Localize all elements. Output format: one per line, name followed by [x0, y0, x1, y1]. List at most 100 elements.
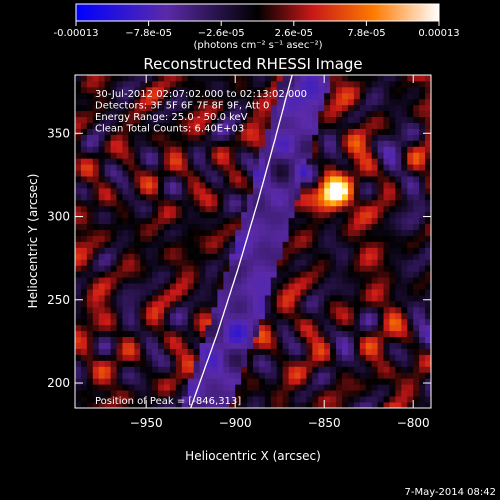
heatmap-cell: [365, 128, 373, 135]
peak-position-label: Position of Peak = [-846,313]: [95, 396, 241, 407]
heatmap-cell: [407, 348, 414, 355]
heatmap-cell: [158, 229, 165, 236]
heatmap-cell: [169, 372, 177, 379]
heatmap-cell: [152, 205, 159, 213]
heatmap-cell: [276, 193, 284, 201]
heatmap-cell: [235, 259, 242, 266]
heatmap-cell: [359, 277, 367, 284]
heatmap-cell: [86, 158, 94, 165]
heatmap-cell: [80, 247, 88, 254]
heatmap-cell: [342, 128, 349, 135]
heatmap-cell: [377, 98, 384, 106]
heatmap-cell: [104, 384, 111, 391]
heatmap-cell: [217, 283, 224, 290]
heatmap-cell: [353, 128, 361, 135]
heatmap-cell: [342, 348, 349, 355]
heatmap-cell: [318, 86, 325, 94]
heatmap-cell: [134, 336, 141, 343]
heatmap-cell: [371, 402, 378, 408]
heatmap-cell: [235, 176, 242, 183]
heatmap-cell: [152, 146, 159, 153]
heatmap-cell: [324, 330, 331, 338]
heatmap-cell: [140, 164, 147, 171]
heatmap-cell: [75, 396, 82, 403]
heatmap-cell: [146, 247, 153, 254]
heatmap-cell: [330, 402, 337, 408]
heatmap-cell: [134, 342, 141, 349]
heatmap-cell: [169, 295, 177, 302]
heatmap-cell: [359, 360, 367, 367]
heatmap-cell: [425, 110, 431, 118]
heatmap-cell: [211, 116, 218, 123]
heatmap-cell: [377, 330, 384, 338]
heatmap-cell: [146, 110, 153, 118]
heatmap-cell: [253, 211, 260, 219]
heatmap-cell: [217, 312, 224, 320]
heatmap-cell: [86, 247, 94, 254]
heatmap-cell: [270, 116, 278, 123]
heatmap-cell: [193, 300, 200, 308]
heatmap-cell: [347, 372, 355, 379]
heatmap-cell: [187, 75, 195, 82]
heatmap-cell: [294, 122, 301, 129]
heatmap-cell: [389, 306, 396, 314]
heatmap-cell: [383, 80, 390, 88]
heatmap-cell: [241, 342, 248, 349]
heatmap-cell: [371, 241, 378, 248]
heatmap-cell: [330, 217, 337, 225]
heatmap-cell: [247, 324, 254, 332]
heatmap-cell: [270, 306, 278, 314]
heatmap-cell: [270, 229, 278, 236]
heatmap-cell: [365, 152, 373, 159]
heatmap-cell: [146, 360, 153, 367]
heatmap-cell: [407, 354, 414, 361]
heatmap-cell: [359, 336, 367, 343]
heatmap-cell: [407, 75, 414, 82]
heatmap-cell: [241, 312, 248, 320]
heatmap-cell: [359, 312, 367, 320]
heatmap-cell: [395, 176, 402, 183]
heatmap-cell: [158, 176, 165, 183]
heatmap-cell: [306, 164, 313, 171]
heatmap-cell: [205, 247, 212, 254]
heatmap-cell: [395, 223, 402, 231]
heatmap-cell: [146, 277, 153, 284]
heatmap-cell: [152, 277, 159, 284]
heatmap-cell: [330, 360, 337, 367]
heatmap-cell: [229, 372, 236, 379]
heatmap-cell: [181, 75, 189, 82]
heatmap-cell: [306, 152, 313, 159]
heatmap-cell: [282, 205, 289, 213]
heatmap-cell: [110, 330, 117, 338]
heatmap-cell: [413, 146, 420, 153]
heatmap-cell: [98, 300, 106, 308]
heatmap-cell: [223, 199, 230, 207]
heatmap-cell: [98, 289, 106, 296]
heatmap-cell: [318, 140, 325, 147]
heatmap-cell: [336, 312, 343, 320]
heatmap-cell: [413, 247, 420, 254]
heatmap-cell: [300, 170, 307, 177]
heatmap-cell: [140, 229, 147, 236]
heatmap-cell: [342, 300, 349, 308]
heatmap-cell: [342, 199, 349, 207]
heatmap-cell: [217, 235, 224, 242]
heatmap-cell: [80, 98, 88, 106]
heatmap-cell: [395, 354, 402, 361]
heatmap-cell: [330, 384, 337, 391]
heatmap-cell: [158, 217, 165, 225]
heatmap-cell: [86, 265, 94, 272]
heatmap-cell: [211, 199, 218, 207]
heatmap-cell: [134, 217, 141, 225]
heatmap-cell: [211, 176, 218, 183]
heatmap-cell: [347, 146, 355, 153]
heatmap-cell: [276, 366, 284, 373]
heatmap-cell: [342, 92, 349, 100]
heatmap-cell: [175, 146, 183, 153]
heatmap-cell: [324, 390, 331, 397]
heatmap-cell: [122, 253, 129, 260]
heatmap-cell: [110, 116, 117, 123]
heatmap-cell: [75, 122, 82, 129]
heatmap-cell: [407, 199, 414, 207]
heatmap-cell: [282, 247, 289, 254]
